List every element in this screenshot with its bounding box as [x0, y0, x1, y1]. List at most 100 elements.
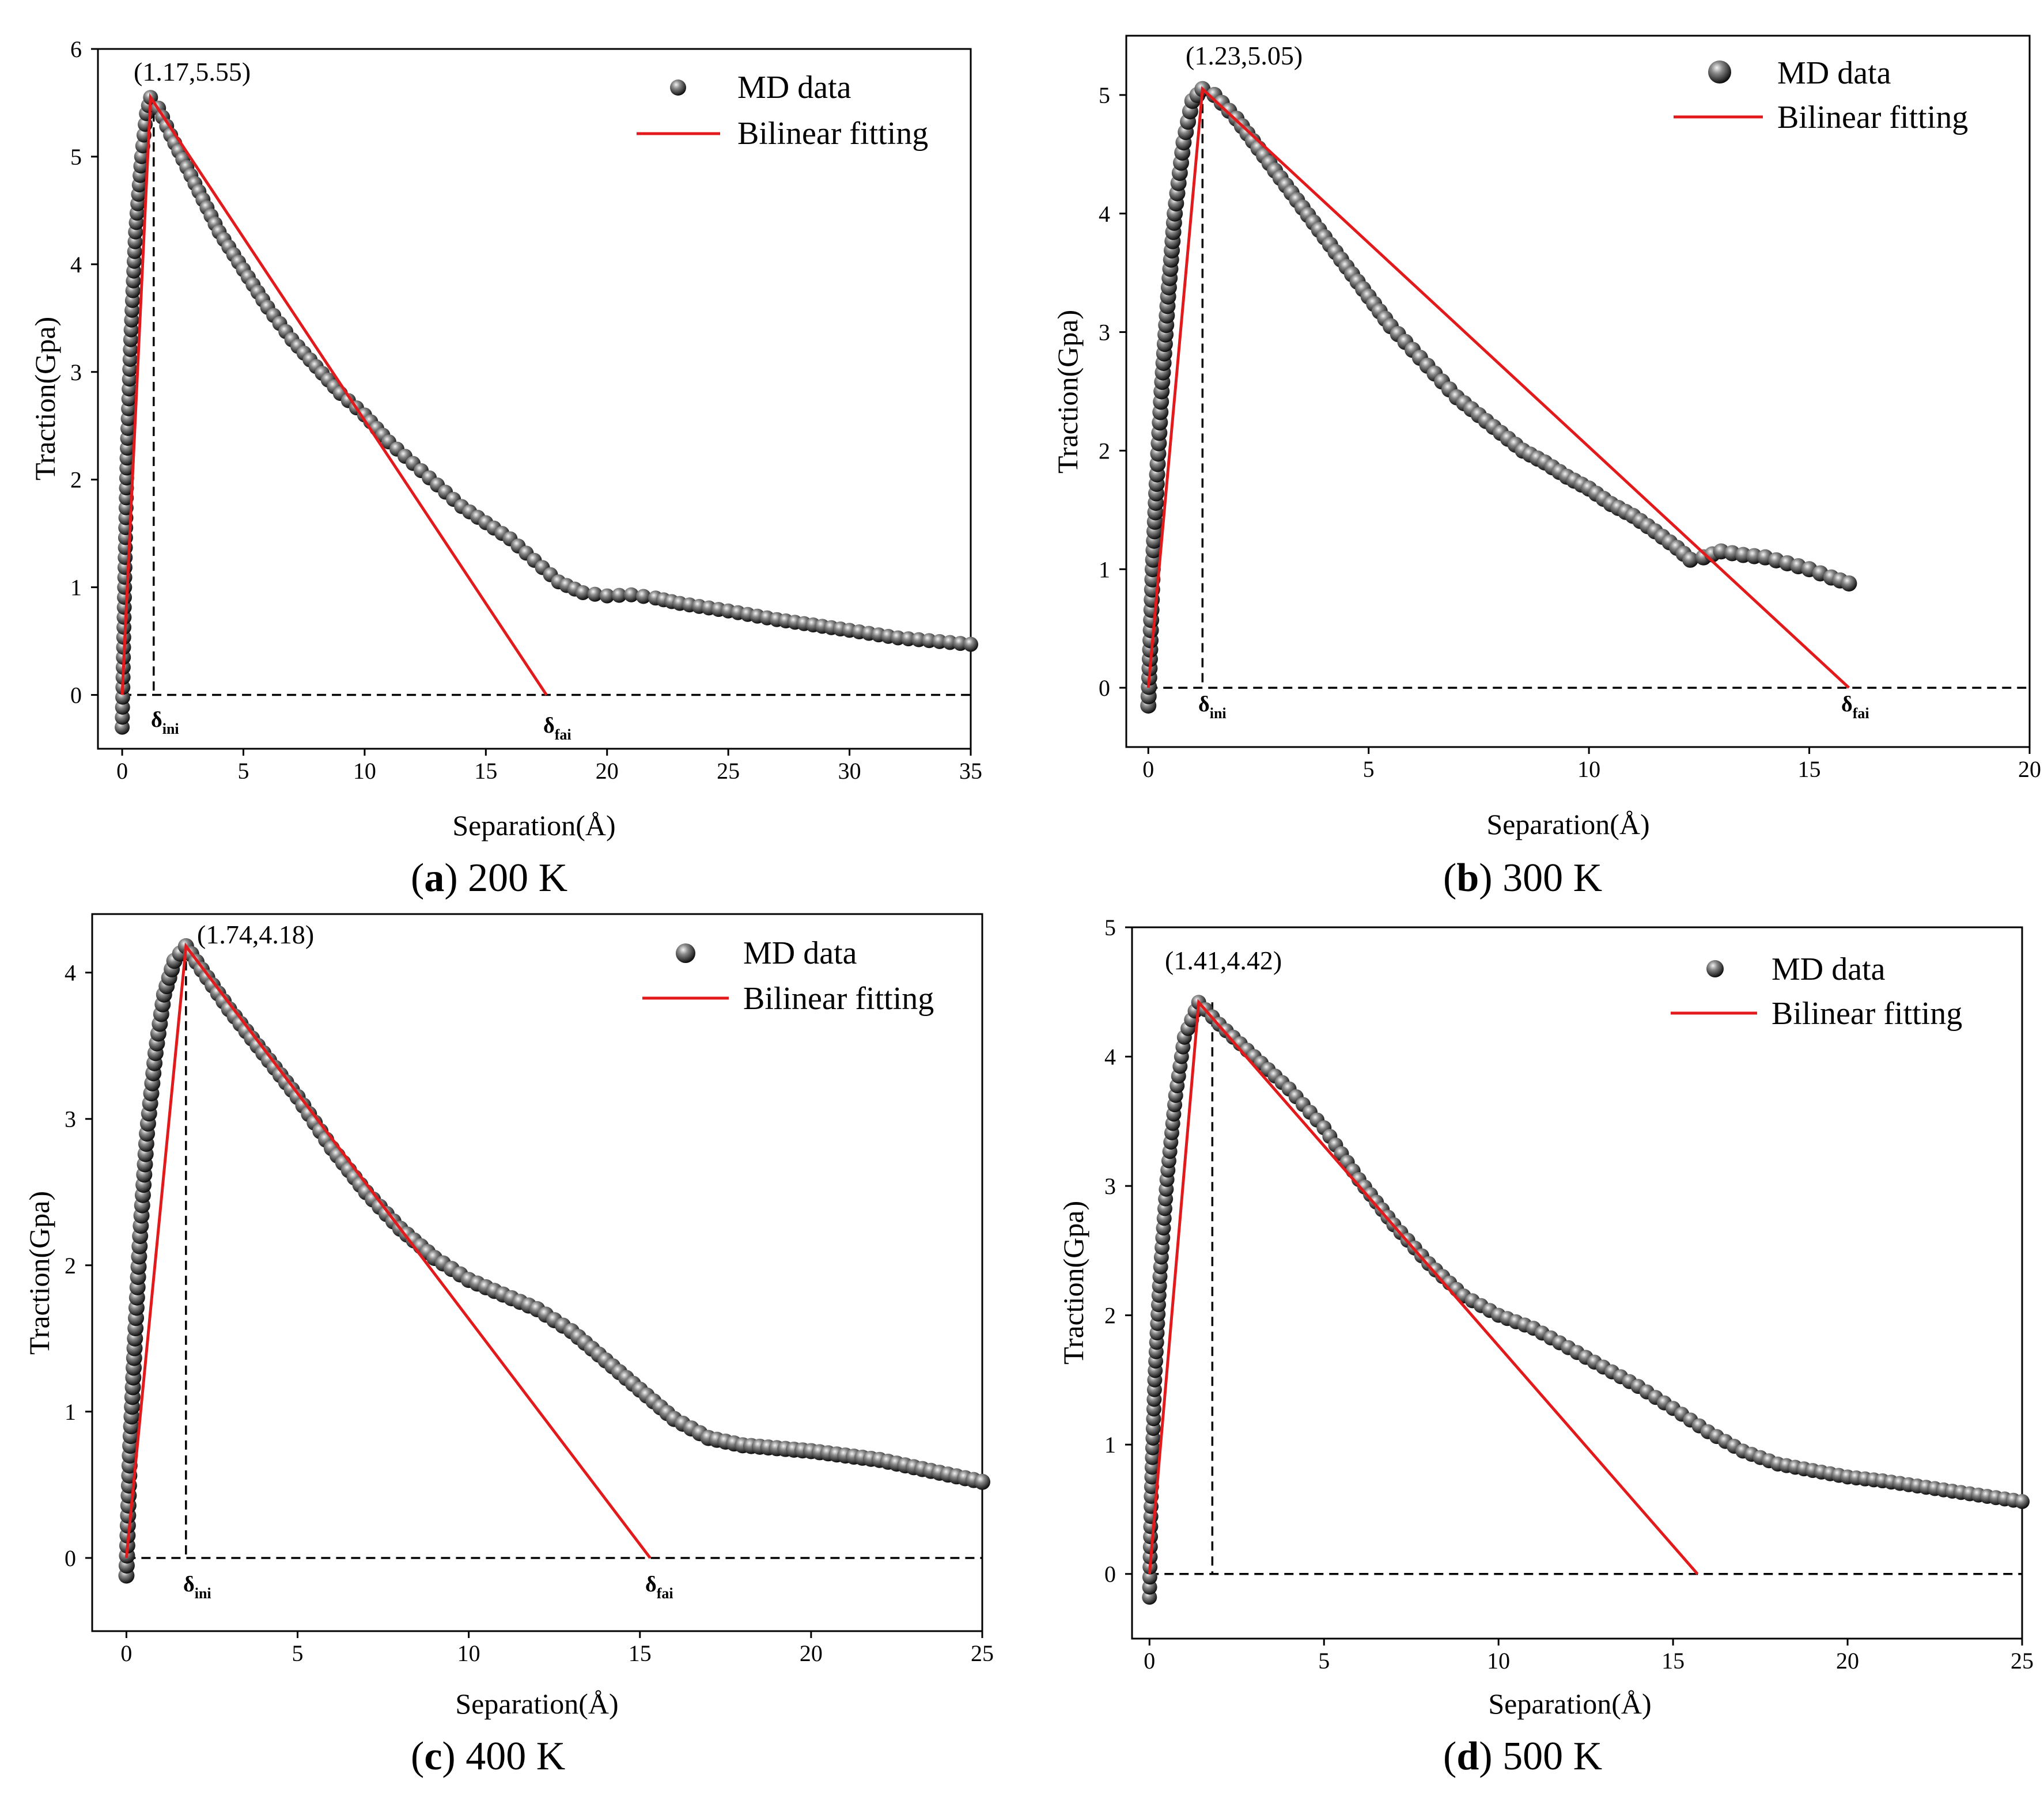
md-data-point — [2015, 1493, 2030, 1509]
plot-frame — [91, 913, 983, 1632]
delta-ini-label: δini — [183, 1572, 211, 1602]
plot-frame — [1131, 926, 2023, 1640]
plot-frame — [97, 48, 972, 750]
y-tick-label: 2 — [70, 467, 82, 493]
bilinear-fit-line — [1148, 999, 1699, 1575]
x-tick-label: 0 — [116, 758, 128, 784]
chart-b: 0 5 10 15 20 0 1 2 3 4 5 Traction(Gpa) Separation(… — [1051, 35, 2041, 840]
md-data-point — [1682, 551, 1699, 568]
md-data-point — [974, 1473, 990, 1490]
x-tick-label: 20 — [1836, 1648, 1859, 1674]
x-tick-label: 25 — [971, 1640, 994, 1666]
legend-md-marker — [1706, 960, 1724, 977]
md-data-point — [575, 585, 591, 600]
panel-c: 0 5 10 15 20 25 0 1 2 3 4 Traction(Gpa) Separation… — [0, 901, 994, 1725]
x-tick-label: 25 — [2011, 1648, 2034, 1674]
legend-fit-label: Bilinear fitting — [1772, 996, 1962, 1032]
chart-c: 0 5 10 15 20 25 0 1 2 3 4 Traction(Gpa) Separation… — [23, 913, 994, 1720]
x-axis-label: Separation(Å) — [1488, 1688, 1651, 1720]
y-tick-label: 0 — [65, 1545, 76, 1571]
delta-fai-label: δfai — [543, 714, 571, 743]
caption-c: (c) 400 K — [411, 1734, 566, 1779]
y-tick-label: 0 — [1099, 675, 1110, 701]
x-tick-label: 5 — [1363, 756, 1375, 782]
legend-fit-label: Bilinear fitting — [743, 981, 934, 1017]
x-tick-label: 10 — [353, 758, 376, 784]
legend-fit-label: Bilinear fitting — [1777, 100, 1968, 135]
x-tick-label: 0 — [1144, 1648, 1155, 1674]
y-tick-label: 0 — [1104, 1561, 1116, 1587]
x-tick-label: 30 — [838, 758, 861, 784]
chart-d: 0 5 10 15 20 25 0 1 2 3 4 5 Traction(Gpa) Separatio… — [1057, 915, 2034, 1720]
y-tick-label: 0 — [70, 683, 82, 708]
caption-d: (d) 500 K — [1443, 1734, 1603, 1779]
delta-ini-label: δini — [151, 708, 179, 737]
legend-fit-label: Bilinear fitting — [737, 116, 928, 151]
legend: MD data Bilinear fitting — [1674, 55, 1968, 135]
x-axis-label: Separation(Å) — [455, 1688, 618, 1720]
chart-a: 0 5 10 15 20 25 30 35 0 1 2 3 4 5 6 Traction(Gpa) Sepa… — [29, 36, 982, 841]
caption-b: (b) 300 K — [1443, 856, 1603, 900]
legend-md-label: MD data — [1777, 55, 1891, 91]
peak-label: (1.74,4.18) — [197, 920, 314, 949]
peak-label: (1.17,5.55) — [134, 57, 251, 86]
x-axis-label: Separation(Å) — [452, 809, 615, 841]
md-data-point — [623, 587, 639, 602]
y-tick-label: 3 — [65, 1106, 76, 1132]
panel-b: 0 5 10 15 20 0 1 2 3 4 5 Traction(Gpa) Separation(… — [1020, 0, 2044, 840]
y-tick-label: 3 — [1099, 320, 1110, 346]
y-tick-label: 1 — [70, 575, 82, 601]
peak-label: (1.41,4.42) — [1165, 946, 1282, 975]
legend-md-label: MD data — [743, 935, 857, 971]
delta-fai-label: δfai — [645, 1572, 673, 1602]
md-data-point — [635, 589, 651, 604]
x-tick-label: 25 — [717, 758, 740, 784]
delta-ini-label: δini — [1198, 692, 1227, 722]
y-tick-label: 5 — [70, 144, 82, 170]
x-tick-label: 10 — [1577, 756, 1600, 782]
legend-md-marker — [670, 79, 686, 96]
x-tick-label: 20 — [596, 758, 619, 784]
y-tick-label: 1 — [1104, 1432, 1116, 1458]
legend-md-marker — [1708, 60, 1731, 84]
y-axis-label: Traction(Gpa) — [29, 317, 61, 480]
y-tick-label: 3 — [70, 359, 82, 385]
x-tick-label: 5 — [238, 758, 249, 784]
x-tick-label: 15 — [629, 1640, 652, 1666]
x-tick-label: 10 — [457, 1640, 480, 1666]
x-tick-label: 15 — [1661, 1648, 1685, 1674]
x-tick-label: 15 — [1798, 756, 1821, 782]
x-tick-label: 15 — [474, 758, 497, 784]
y-tick-label: 4 — [65, 960, 76, 986]
caption-a: (a) 200 K — [411, 856, 568, 900]
x-tick-label: 10 — [1487, 1648, 1510, 1674]
md-data-point — [587, 586, 603, 602]
y-tick-label: 1 — [65, 1399, 76, 1425]
y-tick-label: 3 — [1104, 1173, 1116, 1199]
legend-md-label: MD data — [1772, 951, 1886, 987]
y-tick-label: 4 — [1099, 201, 1110, 227]
md-data-point — [963, 636, 978, 652]
x-tick-label: 0 — [120, 1640, 132, 1666]
md-data-point — [599, 588, 615, 604]
y-tick-label: 4 — [70, 252, 82, 278]
legend-md-marker — [676, 943, 695, 963]
y-tick-label: 6 — [70, 36, 82, 62]
x-tick-label: 20 — [2018, 756, 2041, 782]
bilinear-fit-line — [124, 942, 652, 1559]
plot-frame — [1125, 35, 2031, 748]
x-tick-label: 0 — [1142, 756, 1154, 782]
y-axis-label: Traction(Gpa) — [1057, 1201, 1089, 1364]
y-tick-label: 1 — [1099, 556, 1110, 582]
panel-a: 0 5 10 15 20 25 30 35 0 1 2 3 4 5 6 Traction(Gpa) Sepa… — [0, 0, 991, 841]
bilinear-fit-line — [120, 93, 548, 696]
delta-fai-label: δfai — [1841, 692, 1869, 722]
panel-d: 0 5 10 15 20 25 0 1 2 3 4 5 Traction(Gpa) Separatio… — [1020, 901, 2044, 1725]
x-tick-label: 5 — [1318, 1648, 1330, 1674]
y-tick-label: 5 — [1099, 82, 1110, 108]
y-axis-label: Traction(Gpa) — [23, 1191, 55, 1355]
md-data-point — [1841, 575, 1857, 592]
y-tick-label: 2 — [1099, 438, 1110, 464]
y-axis-label: Traction(Gpa) — [1051, 310, 1084, 473]
y-tick-label: 5 — [1104, 915, 1116, 941]
